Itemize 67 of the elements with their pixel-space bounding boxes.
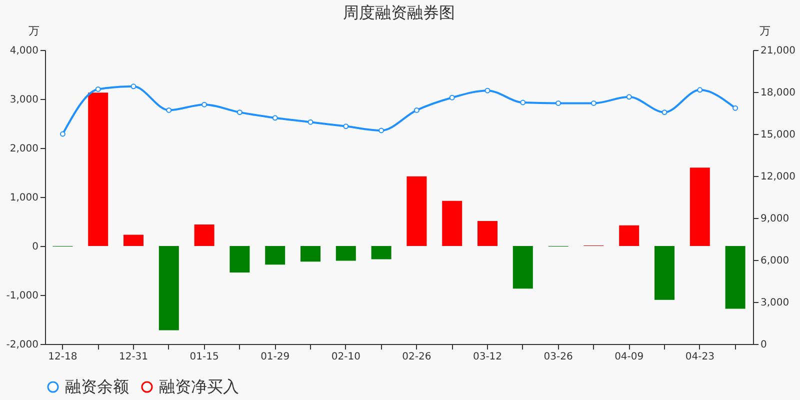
y2-tick-label: 9,000 <box>760 214 790 224</box>
point <box>236 110 242 116</box>
point <box>626 94 632 100</box>
y2-tick-label: 12,000 <box>760 172 796 182</box>
y-tick-label: 2,000 <box>10 144 38 154</box>
point <box>414 107 420 113</box>
point <box>95 86 101 92</box>
point <box>378 128 384 134</box>
x-tick-label: 12-18 <box>48 352 78 362</box>
y-tick-label: 0 <box>32 242 38 252</box>
x-tick-label: 01-29 <box>260 352 290 362</box>
bar <box>725 246 746 309</box>
y2-tick-label: 0 <box>760 340 767 350</box>
bar <box>371 246 392 260</box>
x-tick-label: 12-31 <box>118 352 148 362</box>
point <box>272 115 278 121</box>
chart-title: 周度融资融券图 <box>343 3 455 22</box>
legend-label: 融资余额 <box>65 377 129 396</box>
x-tick-label: 02-26 <box>402 352 432 362</box>
y2-axis-title: 万 <box>760 24 770 38</box>
point <box>308 119 314 125</box>
point <box>60 131 66 137</box>
y-tick-label: -2,000 <box>6 340 38 350</box>
point <box>662 110 668 116</box>
point <box>484 88 490 94</box>
point <box>732 105 738 111</box>
point <box>166 107 172 113</box>
bar <box>300 246 320 262</box>
point <box>556 100 562 106</box>
bar <box>158 246 179 330</box>
bar <box>194 224 214 246</box>
bar <box>442 200 462 246</box>
point <box>520 100 526 106</box>
bar <box>512 246 533 289</box>
bar <box>690 168 710 246</box>
bar <box>406 176 427 246</box>
y2-tick-label: 21,000 <box>760 46 796 56</box>
y2-tick-label: 15,000 <box>760 130 796 140</box>
bar <box>478 221 498 246</box>
bar <box>654 246 674 300</box>
y-tick-label: 4,000 <box>10 46 38 56</box>
bar <box>88 92 108 246</box>
point <box>202 102 208 108</box>
x-tick-label: 01-15 <box>190 352 219 362</box>
point <box>343 124 349 130</box>
y-axis-title: 万 <box>28 24 40 38</box>
x-tick-label: 03-26 <box>544 352 573 362</box>
bar <box>230 246 250 272</box>
y-tick-label: 1,000 <box>10 192 38 204</box>
point <box>449 94 455 100</box>
bar <box>124 234 144 246</box>
x-tick-label: 04-09 <box>614 352 644 362</box>
y2-tick-label: 6,000 <box>760 256 790 266</box>
y2-tick-label: 3,000 <box>760 298 790 308</box>
y-tick-label: -1,000 <box>6 290 38 302</box>
point <box>130 84 136 90</box>
x-tick-label: 03-12 <box>472 352 502 362</box>
point <box>590 100 596 106</box>
x-tick-label: 02-10 <box>331 352 360 362</box>
bar <box>265 246 286 265</box>
bar <box>336 246 356 261</box>
legend-label: 融资净买入 <box>159 377 239 396</box>
y2-tick-label: 18,000 <box>760 88 796 98</box>
x-tick-label: 04-23 <box>685 352 714 362</box>
point <box>697 87 703 93</box>
y-tick-label: 3,000 <box>10 94 38 106</box>
bar <box>619 225 640 246</box>
